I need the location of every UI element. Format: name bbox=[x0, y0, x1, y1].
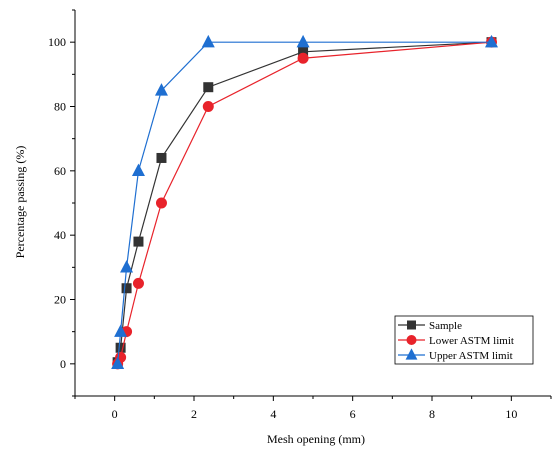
data-point bbox=[111, 356, 125, 370]
data-point bbox=[203, 82, 214, 93]
data-point bbox=[201, 34, 215, 48]
data-point bbox=[484, 34, 499, 48]
series-upper-astm-limit bbox=[111, 34, 499, 370]
series-line bbox=[117, 41, 492, 363]
data-point bbox=[132, 277, 144, 289]
legend-marker bbox=[405, 348, 418, 360]
y-axis: 0 20 40 60 80 100 bbox=[48, 9, 75, 397]
x-tick-label: 10 bbox=[505, 407, 517, 421]
y-tick-label: 100 bbox=[48, 35, 66, 49]
x-axis: 0 2 4 6 8 10 bbox=[74, 396, 552, 421]
data-point bbox=[131, 163, 145, 177]
data-point bbox=[154, 83, 168, 96]
series-layer bbox=[111, 34, 499, 370]
series-line bbox=[117, 41, 492, 365]
x-tick-label: 4 bbox=[270, 407, 276, 421]
y-tick-label: 40 bbox=[54, 228, 66, 242]
legend-label: Lower ASTM limit bbox=[429, 335, 514, 347]
y-tick-label: 60 bbox=[54, 164, 66, 178]
data-point bbox=[156, 152, 167, 163]
data-point bbox=[297, 52, 309, 64]
y-tick-label: 80 bbox=[54, 100, 66, 114]
data-point bbox=[120, 260, 134, 273]
y-axis-title: Percentage passing (%) bbox=[13, 146, 27, 259]
y-tick-label: 0 bbox=[60, 357, 66, 371]
legend-label: Upper ASTM limit bbox=[429, 350, 513, 362]
data-point bbox=[202, 101, 214, 112]
legend-label: Sample bbox=[429, 320, 462, 332]
x-tick-label: 8 bbox=[429, 407, 435, 421]
x-tick-label: 6 bbox=[350, 407, 356, 421]
legend-marker bbox=[406, 335, 417, 345]
data-point bbox=[296, 34, 310, 48]
x-tick-label: 0 bbox=[112, 407, 118, 421]
y-tick-label: 20 bbox=[54, 293, 66, 307]
data-point bbox=[155, 197, 167, 209]
x-axis-title: Mesh opening (mm) bbox=[267, 432, 365, 446]
legend: Sample Lower ASTM limit Upper ASTM limit bbox=[394, 315, 534, 365]
data-point bbox=[121, 283, 132, 294]
legend-marker bbox=[407, 320, 416, 330]
data-point bbox=[114, 324, 128, 337]
data-point bbox=[133, 236, 144, 247]
series-line bbox=[117, 41, 492, 364]
x-tick-label: 2 bbox=[191, 407, 197, 421]
